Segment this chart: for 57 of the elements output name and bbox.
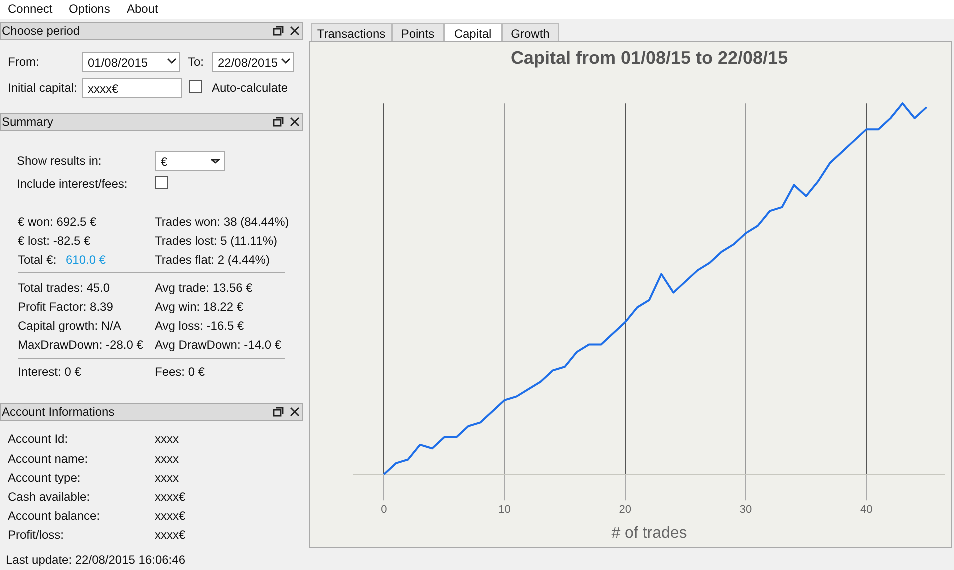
text: Account name:: [8, 451, 88, 467]
x-tick-label: 30: [740, 504, 752, 516]
text: Cash available:: [8, 489, 90, 505]
text: 22/08/2015: [212, 52, 294, 72]
x-tick-label: 40: [860, 504, 873, 516]
text: Options: [69, 1, 110, 17]
text: MaxDrawDown: -28.0 €: [18, 337, 144, 353]
text: xxxx: [155, 470, 179, 486]
text: xxxx: [155, 451, 179, 467]
text: Points: [392, 23, 444, 43]
text: To:: [188, 54, 204, 70]
text: Avg DrawDown: -14.0 €: [155, 337, 282, 353]
text: About: [127, 1, 158, 17]
text: Show results in:: [17, 153, 102, 169]
x-axis-title: # of trades: [612, 524, 688, 542]
text: Growth: [502, 23, 559, 43]
text: Profit Factor: 8.39: [18, 299, 114, 315]
text: Capital: [444, 23, 502, 43]
chart-title: Capital from 01/08/15 to 22/08/15: [510, 48, 788, 68]
x-tick-label: 10: [498, 504, 511, 516]
text: Trades lost: 5 (11.11%): [155, 233, 278, 249]
text: Choose period: [2, 23, 80, 39]
text: xxxx€: [82, 78, 182, 98]
text: Interest: 0 €: [18, 364, 82, 380]
text: Profit/loss:: [8, 527, 64, 543]
text: Initial capital:: [8, 80, 78, 96]
text: Connect: [8, 1, 53, 17]
text: Last update: 22/08/2015 16:06:46: [6, 552, 186, 568]
text: xxxx€: [155, 489, 186, 505]
text: From:: [8, 54, 40, 70]
text: Account Informations: [2, 404, 115, 420]
text: Auto-calculate: [212, 80, 288, 96]
text: xxxx€: [155, 508, 186, 524]
text: €: [155, 151, 225, 171]
x-tick-label: 20: [619, 504, 632, 516]
text: xxxx€: [155, 527, 186, 543]
text: € lost: -82.5 €: [18, 233, 91, 249]
text: Transactions: [311, 23, 392, 43]
text: xxxx: [155, 431, 179, 447]
text: Avg win: 18.22 €: [155, 299, 244, 315]
text: Avg loss: -16.5 €: [155, 318, 244, 334]
text: Total €:: [18, 252, 57, 268]
text: Account balance:: [8, 508, 100, 524]
text: Summary: [2, 114, 54, 130]
text: Account type:: [8, 470, 81, 486]
text: Trades won: 38 (84.44%): [155, 214, 290, 230]
text: Capital growth: N/A: [18, 318, 122, 334]
text: Trades flat: 2 (4.44%): [155, 252, 270, 268]
text: Include interest/fees:: [17, 176, 128, 192]
text: Total trades: 45.0: [18, 280, 110, 296]
x-tick-label: 0: [381, 504, 388, 516]
text: 01/08/2015: [82, 52, 180, 72]
text: 610.0 €: [66, 252, 106, 268]
text: Avg trade: 13.56 €: [155, 280, 253, 296]
text: € won: 692.5 €: [18, 214, 97, 230]
text: Account Id:: [8, 431, 68, 447]
text: Fees: 0 €: [155, 364, 206, 380]
